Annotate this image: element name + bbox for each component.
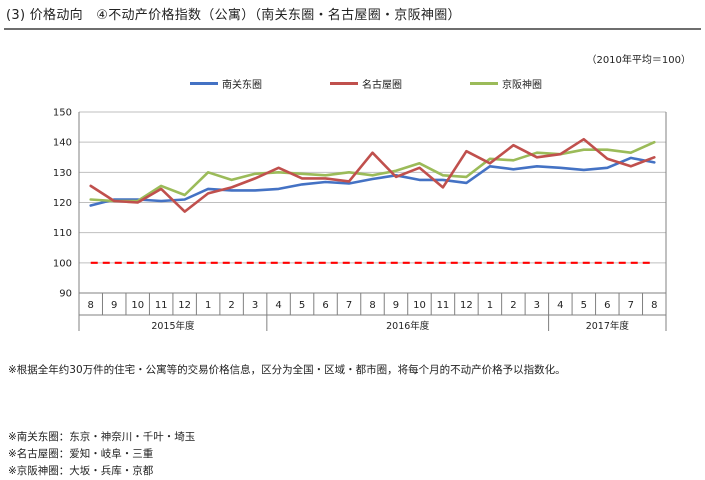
legend-swatch-3 — [470, 82, 498, 85]
x-tick-label-6: 2 — [228, 300, 234, 311]
x-tick-label-19: 3 — [534, 300, 540, 311]
y-tick-label-120: 120 — [53, 198, 72, 209]
legend-item-series-1: 南关东圈 — [190, 76, 262, 91]
x-tick-label-21: 5 — [581, 300, 587, 311]
x-tick-label-23: 7 — [628, 300, 634, 311]
legend-item-series-3: 京阪神圈 — [470, 76, 542, 91]
x-tick-label-24: 8 — [651, 300, 657, 311]
legend-swatch-1 — [190, 82, 218, 85]
y-tick-label-110: 110 — [53, 228, 72, 239]
x-tick-label-7: 3 — [252, 300, 258, 311]
region-note-nagoya: ※名古屋圈：爱知・岐阜・三重 — [8, 448, 154, 460]
chart-legend: 南关东圈 名古屋圈 京阪神圈 — [0, 76, 705, 92]
y-tick-label-100: 100 — [53, 258, 72, 269]
y-tick-label-140: 140 — [53, 138, 72, 149]
x-tick-label-12: 8 — [369, 300, 375, 311]
series-line-1 — [89, 156, 656, 207]
x-tick-label-8: 4 — [275, 300, 281, 311]
x-tick-label-16: 12 — [460, 300, 473, 311]
x-tick-label-3: 11 — [155, 300, 168, 311]
region-note-keihanshin: ※京阪神圈：大坂・兵库・京都 — [8, 465, 154, 477]
year-group-label-0: 2015年度 — [151, 320, 195, 332]
x-tick-label-22: 6 — [604, 300, 610, 311]
x-tick-label-13: 9 — [393, 300, 399, 311]
year-group-label-1: 2016年度 — [386, 320, 430, 332]
x-tick-label-1: 9 — [111, 300, 117, 311]
section-title: (3) 价格动向 ④不动产价格指数（公寓）（南关东圈・名古屋圈・京阪神圈） — [6, 8, 461, 23]
x-tick-label-20: 4 — [557, 300, 563, 311]
method-note: ※根据全年约30万件的住宅・公寓等的交易价格信息，区分为全国・区域・都市圈，将每… — [8, 364, 566, 376]
region-note-south-kanto: ※南关东圈：东京・神奈川・千叶・埼玉 — [8, 431, 196, 443]
legend-label-3: 京阪神圈 — [502, 80, 542, 91]
legend-swatch-2 — [330, 82, 358, 85]
series-line-3 — [89, 140, 656, 203]
x-tick-label-0: 8 — [88, 300, 94, 311]
x-tick-label-18: 2 — [510, 300, 516, 311]
x-tick-label-14: 10 — [413, 300, 426, 311]
legend-item-series-2: 名古屋圈 — [330, 76, 402, 91]
y-tick-label-150: 150 — [53, 108, 72, 119]
series-line-2 — [89, 137, 656, 213]
header-divider — [4, 28, 701, 30]
y-tick-label-90: 90 — [59, 289, 72, 300]
legend-label-2: 名古屋圈 — [362, 80, 402, 91]
x-tick-label-11: 7 — [346, 300, 352, 311]
x-tick-label-10: 6 — [322, 300, 328, 311]
unit-note: （2010年平均＝100） — [586, 55, 691, 66]
y-tick-label-130: 130 — [53, 168, 72, 179]
x-tick-label-2: 10 — [131, 300, 144, 311]
x-tick-label-9: 5 — [299, 300, 305, 311]
year-group-label-2: 2017年度 — [586, 320, 630, 332]
x-tick-label-17: 1 — [487, 300, 493, 311]
x-tick-label-15: 11 — [437, 300, 450, 311]
x-tick-label-5: 1 — [205, 300, 211, 311]
legend-label-1: 南关东圈 — [222, 80, 262, 91]
x-tick-label-4: 12 — [178, 300, 191, 311]
